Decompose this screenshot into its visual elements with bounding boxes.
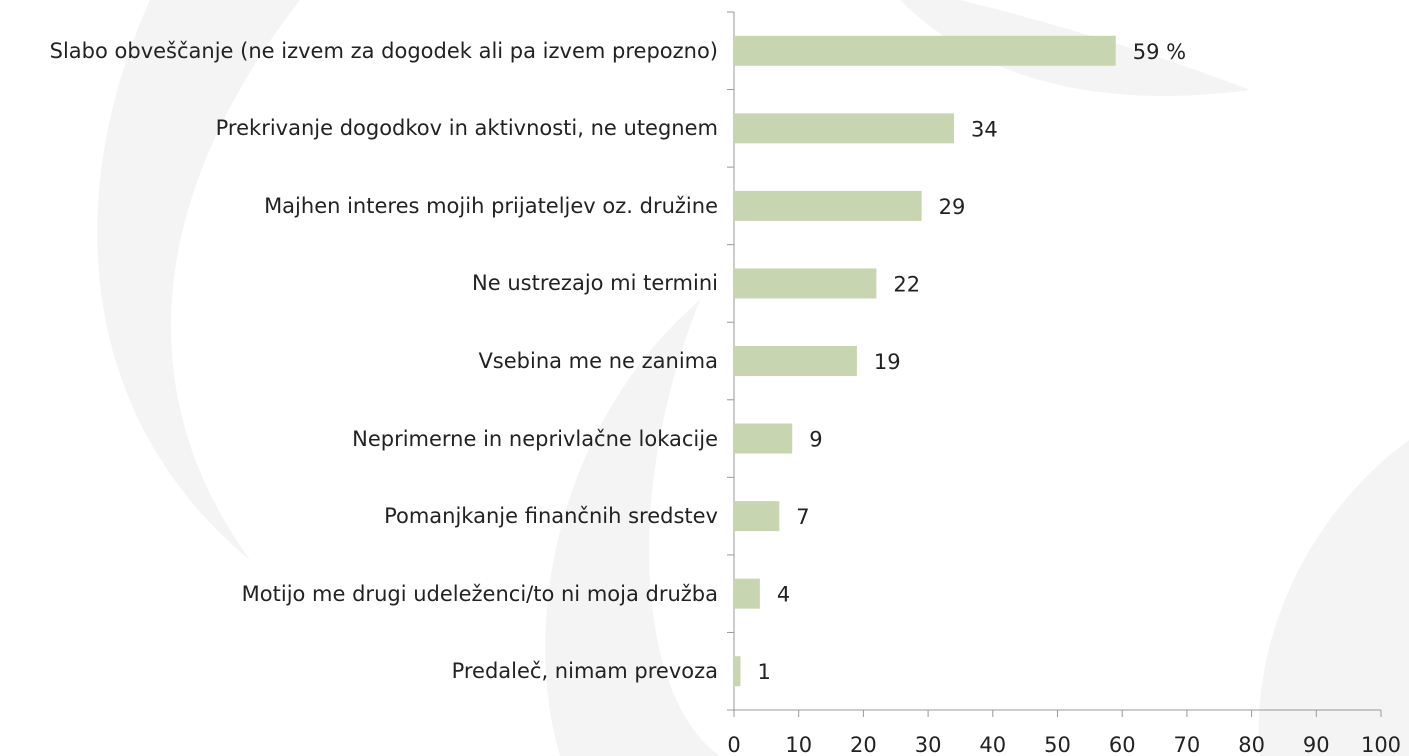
category-label-box: Slabo obveščanje (ne izvem za dogodek al… (0, 16, 718, 86)
data-label: 19 (874, 350, 901, 374)
x-tick-label: 60 (1109, 733, 1136, 756)
category-label-box: Ne ustrezajo mi termini (0, 248, 718, 318)
data-label: 59 % (1133, 40, 1186, 64)
x-tick-label: 90 (1303, 733, 1330, 756)
y-tick-label: Predaleč, nimam prevoza (451, 659, 718, 684)
data-label: 22 (893, 272, 920, 296)
x-tick-label: 80 (1238, 733, 1265, 756)
y-tick-label: Vsebina me ne zanima (478, 349, 718, 373)
x-tick-label: 50 (1044, 733, 1071, 756)
category-label-box: Majhen interes mojih prijateljev oz. dru… (0, 171, 718, 241)
bar (734, 501, 780, 532)
y-tick-label: Pomanjkanje finančnih sredstev (384, 504, 718, 529)
bar (734, 423, 793, 454)
y-tick-label: Majhen interes mojih prijateljev oz. dru… (264, 193, 718, 218)
background (97, 0, 1409, 756)
data-label: 1 (757, 660, 770, 684)
x-tick-label: 70 (1174, 733, 1201, 756)
bar (734, 113, 954, 144)
category-label-box: Motijo me drugi udeleženci/to ni moja dr… (0, 559, 718, 629)
category-label-box: Pomanjkanje finančnih sredstev (0, 481, 718, 551)
data-label: 7 (796, 505, 809, 529)
data-label: 4 (777, 583, 790, 607)
data-label: 34 (971, 117, 998, 141)
y-tick-label: Neprimerne in neprivlačne lokacije (352, 426, 718, 451)
y-tick-label: Motijo me drugi udeleženci/to ni moja dr… (241, 581, 718, 606)
x-tick-label: 40 (979, 733, 1006, 756)
bar (734, 656, 741, 687)
bar (734, 578, 760, 609)
category-label-box: Vsebina me ne zanima (0, 326, 718, 396)
bar (734, 190, 922, 221)
data-label: 29 (939, 195, 966, 219)
bar (734, 35, 1116, 66)
data-label: 9 (809, 428, 822, 452)
y-tick-label: Ne ustrezajo mi termini (472, 271, 718, 296)
x-tick-label: 20 (850, 733, 877, 756)
x-tick-label: 0 (727, 733, 740, 756)
x-tick-label: 100 (1361, 733, 1401, 756)
bar (734, 268, 877, 299)
x-tick-label: 30 (915, 733, 942, 756)
bar (734, 346, 857, 376)
x-tick-label: 10 (785, 733, 812, 756)
y-tick-label: Prekrivanje dogodkov in aktivnosti, ne u… (215, 116, 718, 141)
category-label-box: Neprimerne in neprivlačne lokacije (0, 404, 718, 474)
y-tick-label: Slabo obveščanje (ne izvem za dogodek al… (49, 38, 718, 63)
category-label-box: Predaleč, nimam prevoza (0, 636, 718, 706)
category-label-box: Prekrivanje dogodkov in aktivnosti, ne u… (0, 93, 718, 163)
